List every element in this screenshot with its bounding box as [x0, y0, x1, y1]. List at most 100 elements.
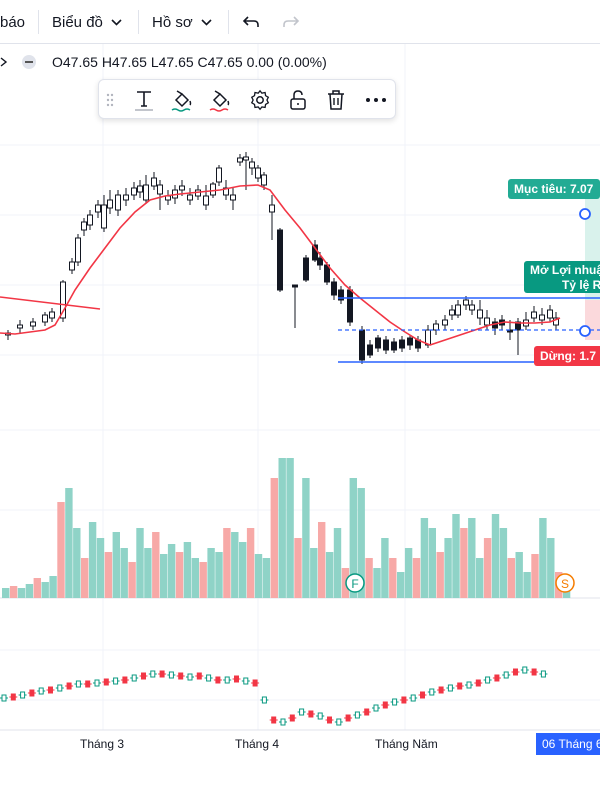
volume-bar — [515, 552, 523, 598]
volume-bar — [175, 552, 184, 598]
delete-button[interactable] — [321, 86, 351, 114]
text-button[interactable] — [129, 86, 159, 114]
lower-candle-body — [10, 693, 16, 701]
candle-body — [375, 337, 381, 349]
volume-bar — [9, 586, 18, 598]
candle-body — [391, 341, 397, 351]
lower-candle-body — [261, 696, 267, 704]
lower-candle-body — [85, 680, 91, 688]
candle-body — [269, 204, 275, 213]
lower-candle-body — [364, 708, 370, 716]
volume-bar — [270, 478, 278, 598]
candle-body — [249, 161, 255, 169]
charts-menu-button[interactable]: Biểu đồ — [52, 0, 122, 44]
ohlc-legend: O47.65 H47.65 L47.65 C47.65 0.00 (0.00%) — [0, 51, 327, 73]
candle-body — [347, 289, 353, 323]
line-color-button[interactable] — [167, 86, 197, 114]
lower-candle-body — [475, 679, 481, 687]
volume-bar — [310, 548, 318, 598]
volume-bar — [507, 558, 515, 598]
divider — [138, 10, 139, 34]
lower-candle-body — [141, 672, 146, 680]
fill-color-button[interactable] — [205, 86, 235, 114]
candle-body — [87, 214, 93, 226]
lock-button[interactable] — [283, 86, 313, 114]
candle-body — [187, 194, 193, 201]
volume-bar — [199, 562, 207, 598]
chevron-down-icon — [201, 18, 212, 26]
volume-bar — [318, 522, 326, 598]
volume-bar — [112, 532, 120, 598]
volume-bar — [96, 538, 105, 598]
volume-bar — [231, 532, 239, 598]
candle-body — [42, 314, 48, 323]
target-label[interactable]: Mục tiêu: 7.07 — [508, 179, 600, 199]
candle-body — [17, 324, 23, 329]
candle-body — [292, 284, 298, 288]
volume-bars — [2, 458, 571, 598]
lower-candle-body — [540, 670, 546, 678]
volume-bar — [491, 514, 500, 598]
volume-bar — [531, 554, 539, 598]
volume-bar — [41, 582, 49, 598]
stop-handle[interactable] — [579, 325, 591, 337]
volume-bar — [104, 552, 113, 598]
target-handle[interactable] — [579, 208, 591, 220]
volume-bar — [49, 576, 57, 598]
top-toolbar: báo Biểu đồ Hồ sơ — [0, 0, 600, 44]
volume-bar — [88, 522, 97, 598]
menu-item-partial[interactable]: báo — [0, 0, 30, 44]
ratio-label-text: Tỷ lệ R — [562, 278, 600, 292]
candle-body — [484, 317, 490, 326]
volume-bar — [381, 538, 389, 598]
volume-bar — [73, 528, 81, 598]
volume-bar — [167, 544, 176, 598]
undo-button[interactable] — [242, 0, 264, 44]
stop-label-text: Dừng: 1.7 — [540, 349, 597, 363]
candle-body — [515, 321, 521, 331]
hide-toggle[interactable] — [22, 55, 36, 69]
stop-label[interactable]: Dừng: 1.7 — [534, 346, 600, 366]
volume-bar — [207, 548, 215, 598]
redo-button[interactable] — [282, 0, 304, 44]
candle-body — [367, 344, 373, 356]
candle-body — [331, 281, 337, 296]
volume-bar — [33, 578, 41, 598]
candle-body — [477, 309, 483, 319]
lower-candle-body — [308, 710, 314, 718]
trend-line[interactable] — [0, 296, 101, 310]
volume-bar — [57, 502, 65, 598]
price-chart[interactable]: F S Tháng 3 Tháng 4 Tháng Năm — [0, 44, 600, 800]
lower-candle-body — [38, 687, 44, 695]
candle-body — [81, 221, 87, 231]
candle-body — [60, 281, 66, 319]
s-marker[interactable] — [555, 573, 575, 593]
volume-bar — [476, 558, 484, 598]
moving-average-line — [0, 184, 561, 346]
lower-candle-body — [531, 668, 537, 676]
drag-handle[interactable] — [101, 86, 119, 114]
collapse-icon[interactable] — [0, 57, 8, 67]
settings-button[interactable] — [245, 86, 275, 114]
more-button[interactable] — [361, 86, 391, 114]
lower-candle-body — [513, 668, 518, 676]
candle-body — [143, 184, 149, 201]
profile-menu-label: Hồ sơ — [152, 13, 193, 31]
f-marker[interactable] — [345, 573, 365, 593]
candle-body — [123, 194, 129, 201]
profit-label[interactable]: Mở Lợi nhuậ Tỷ lệ R — [524, 261, 600, 293]
candle-body — [243, 156, 249, 161]
candle-body — [179, 185, 185, 191]
volume-bar — [373, 568, 381, 598]
redo-icon — [283, 16, 300, 27]
profile-menu-button[interactable]: Hồ sơ — [152, 0, 212, 44]
candle-body — [75, 237, 81, 263]
lower-candle-body — [503, 671, 509, 679]
lower-candle-body — [224, 676, 230, 684]
lower-candle-body — [122, 676, 128, 684]
candle-body — [277, 229, 283, 291]
undo-icon — [242, 16, 259, 27]
candle-body — [359, 329, 365, 361]
lower-pane-candles — [0, 666, 548, 726]
charts-menu-label: Biểu đồ — [52, 13, 103, 31]
